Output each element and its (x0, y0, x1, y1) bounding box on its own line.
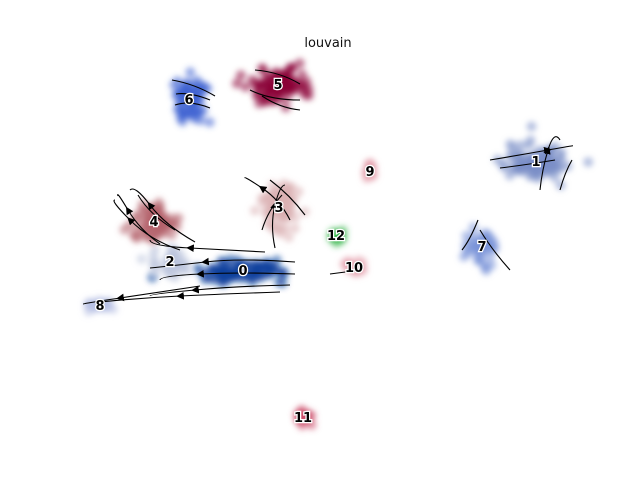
cluster-1-point (523, 140, 533, 150)
cluster-1-point (550, 172, 560, 182)
cluster-label-12: 12 (327, 229, 345, 244)
cluster-1-point (505, 150, 515, 160)
cluster-2-point (152, 261, 162, 271)
cluster-6-point (196, 115, 206, 125)
cluster-7-point (462, 249, 472, 259)
cluster-4-point (158, 224, 168, 234)
cluster-4-point (167, 230, 177, 240)
cluster-label-11: 11 (294, 411, 312, 426)
cluster-4-point (174, 213, 184, 223)
cluster-4-point (140, 206, 150, 216)
cluster-label-2: 2 (165, 255, 174, 270)
cluster-2-point (137, 254, 147, 264)
cluster-label-5: 5 (273, 78, 282, 93)
cluster-2-point (150, 245, 160, 255)
cluster-label-1: 1 (531, 155, 540, 170)
cluster-1-point (527, 122, 537, 132)
cluster-5-point (255, 83, 265, 93)
cluster-label-6: 6 (184, 93, 193, 108)
cluster-2-point (181, 258, 191, 268)
cluster-3-point (300, 207, 310, 217)
cluster-5-point (301, 90, 311, 100)
cluster-label-7: 7 (477, 240, 486, 255)
cluster-0-point (193, 263, 203, 273)
cluster-6-point (185, 67, 195, 77)
cluster-7-point (474, 254, 484, 264)
cluster-label-4: 4 (149, 215, 158, 230)
cluster-0-point (265, 270, 275, 280)
cluster-1-points (493, 122, 594, 191)
cluster-label-9: 9 (365, 165, 374, 180)
cluster-3-point (250, 206, 260, 216)
cluster-5-point (236, 70, 246, 80)
cluster-label-3: 3 (274, 201, 283, 216)
cluster-5-point (285, 63, 295, 73)
cluster-label-0: 0 (238, 264, 247, 279)
cluster-6-point (171, 90, 181, 100)
cluster-label-8: 8 (95, 299, 104, 314)
cluster-1-point (555, 151, 565, 161)
cluster-label-10: 10 (345, 261, 363, 276)
cluster-0-point (202, 267, 212, 277)
cluster-0-point (268, 261, 278, 271)
cluster-5-point (254, 98, 264, 108)
cluster-3-point (290, 223, 300, 233)
cluster-1-point (519, 159, 529, 169)
cluster-1-point (525, 171, 535, 181)
cluster-0-point (252, 259, 262, 269)
cluster-6-point (205, 117, 215, 127)
cluster-0-point (224, 274, 234, 284)
cluster-3-point (257, 194, 267, 204)
cluster-4-point (125, 220, 135, 230)
cluster-4-point (132, 233, 142, 243)
cluster-7-point (461, 231, 471, 241)
cluster-1-point (583, 157, 593, 167)
